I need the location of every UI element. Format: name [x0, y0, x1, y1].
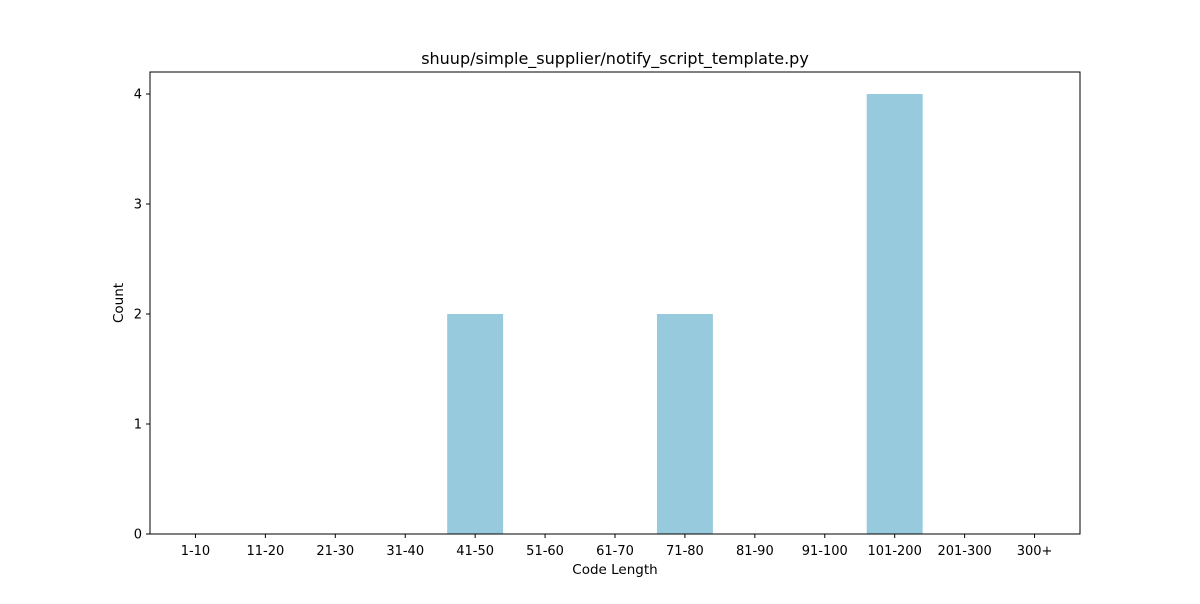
- x-tick-label: 41-50: [456, 544, 494, 559]
- y-tick-label: 1: [134, 418, 142, 433]
- x-tick-label: 21-30: [316, 544, 354, 559]
- y-tick-label: 2: [134, 308, 142, 323]
- x-tick-label: 11-20: [246, 544, 284, 559]
- x-tick-label: 101-200: [868, 544, 922, 559]
- y-axis-label: Count: [111, 283, 127, 323]
- x-axis-label: Code Length: [572, 562, 657, 578]
- y-tick-label: 4: [134, 88, 142, 103]
- chart-title: shuup/simple_supplier/notify_script_temp…: [421, 49, 809, 69]
- x-axis-ticks: 1-10 11-20 21-30 31-40 41-50 51-60 61-70 71-80 8…: [181, 534, 1053, 559]
- x-tick-label: 201-300: [937, 544, 991, 559]
- bar-101-200: [866, 94, 923, 534]
- y-tick-label: 0: [134, 528, 142, 543]
- x-tick-label: 31-40: [386, 544, 424, 559]
- x-tick-label: 81-90: [736, 544, 774, 559]
- y-axis-ticks: 0 1 2 3 4: [134, 88, 150, 543]
- bars-layer: [447, 94, 923, 534]
- bar-41-50: [447, 314, 504, 534]
- y-tick-label: 3: [134, 198, 142, 213]
- x-tick-label: 71-80: [666, 544, 704, 559]
- x-tick-label: 300+: [1017, 544, 1053, 559]
- plot-frame: [149, 71, 1081, 535]
- x-tick-label: 91-100: [802, 544, 848, 559]
- x-tick-label: 51-60: [526, 544, 564, 559]
- x-tick-label: 61-70: [596, 544, 634, 559]
- x-tick-label: 1-10: [181, 544, 211, 559]
- bar-71-80: [656, 314, 713, 534]
